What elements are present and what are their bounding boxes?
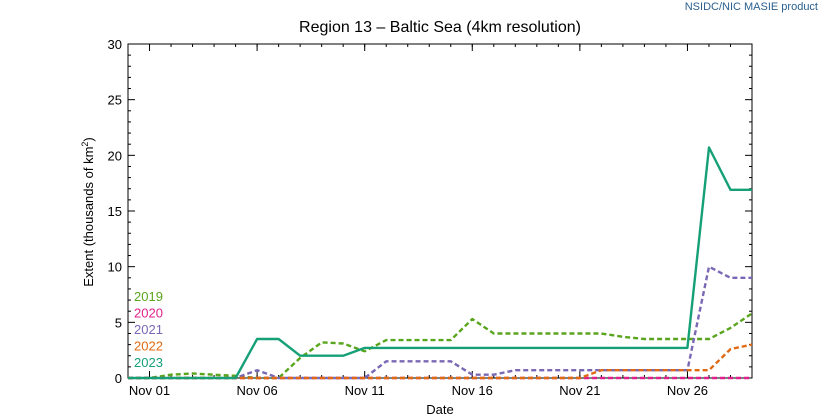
series-line-2021 xyxy=(128,265,752,380)
legend-entry-2022: 2022 xyxy=(134,339,163,354)
y-tick-label: 15 xyxy=(108,204,122,219)
x-tick-label: Nov 21 xyxy=(559,383,600,398)
series-line-2019 xyxy=(128,312,753,380)
x-tick-label: Nov 01 xyxy=(129,383,170,398)
legend-entry-2023: 2023 xyxy=(134,355,163,370)
series-line-2023 xyxy=(128,146,752,380)
y-tick-label: 5 xyxy=(115,315,122,330)
legend-entry-2021: 2021 xyxy=(134,322,163,337)
y-axis-label-suffix: ) xyxy=(81,137,96,141)
x-tick-label: Nov 11 xyxy=(345,383,385,398)
legend-entry-2019: 2019 xyxy=(134,289,163,304)
y-tick-label: 25 xyxy=(108,93,122,108)
y-tick-label: 30 xyxy=(108,37,122,52)
x-axis-label: Date xyxy=(426,402,453,417)
legend-entry-2020: 2020 xyxy=(134,306,163,321)
x-tick-label: Nov 16 xyxy=(452,383,493,398)
plot-area: 0 5 10 15 20 25 30 Nov 01 Nov 06 Nov 11 Nov 16 Nov … xyxy=(108,37,753,398)
y-tick-label: 10 xyxy=(108,260,122,275)
chart-title: Region 13 – Baltic Sea (4km resolution) xyxy=(299,19,581,36)
y-tick-label: 0 xyxy=(115,371,122,386)
y-axis-label-prefix: Extent (thousands of km xyxy=(81,147,96,287)
x-tick-label: Nov 06 xyxy=(237,383,278,398)
credit-text: NSIDC/NIC MASIE product xyxy=(684,1,818,13)
y-axis-label-sup: 2 xyxy=(80,142,90,147)
plot-frame xyxy=(127,43,753,379)
y-axis-label: Extent (thousands of km2) xyxy=(80,137,96,287)
y-tick-label: 20 xyxy=(108,148,122,163)
x-tick-label: Nov 26 xyxy=(667,383,708,398)
